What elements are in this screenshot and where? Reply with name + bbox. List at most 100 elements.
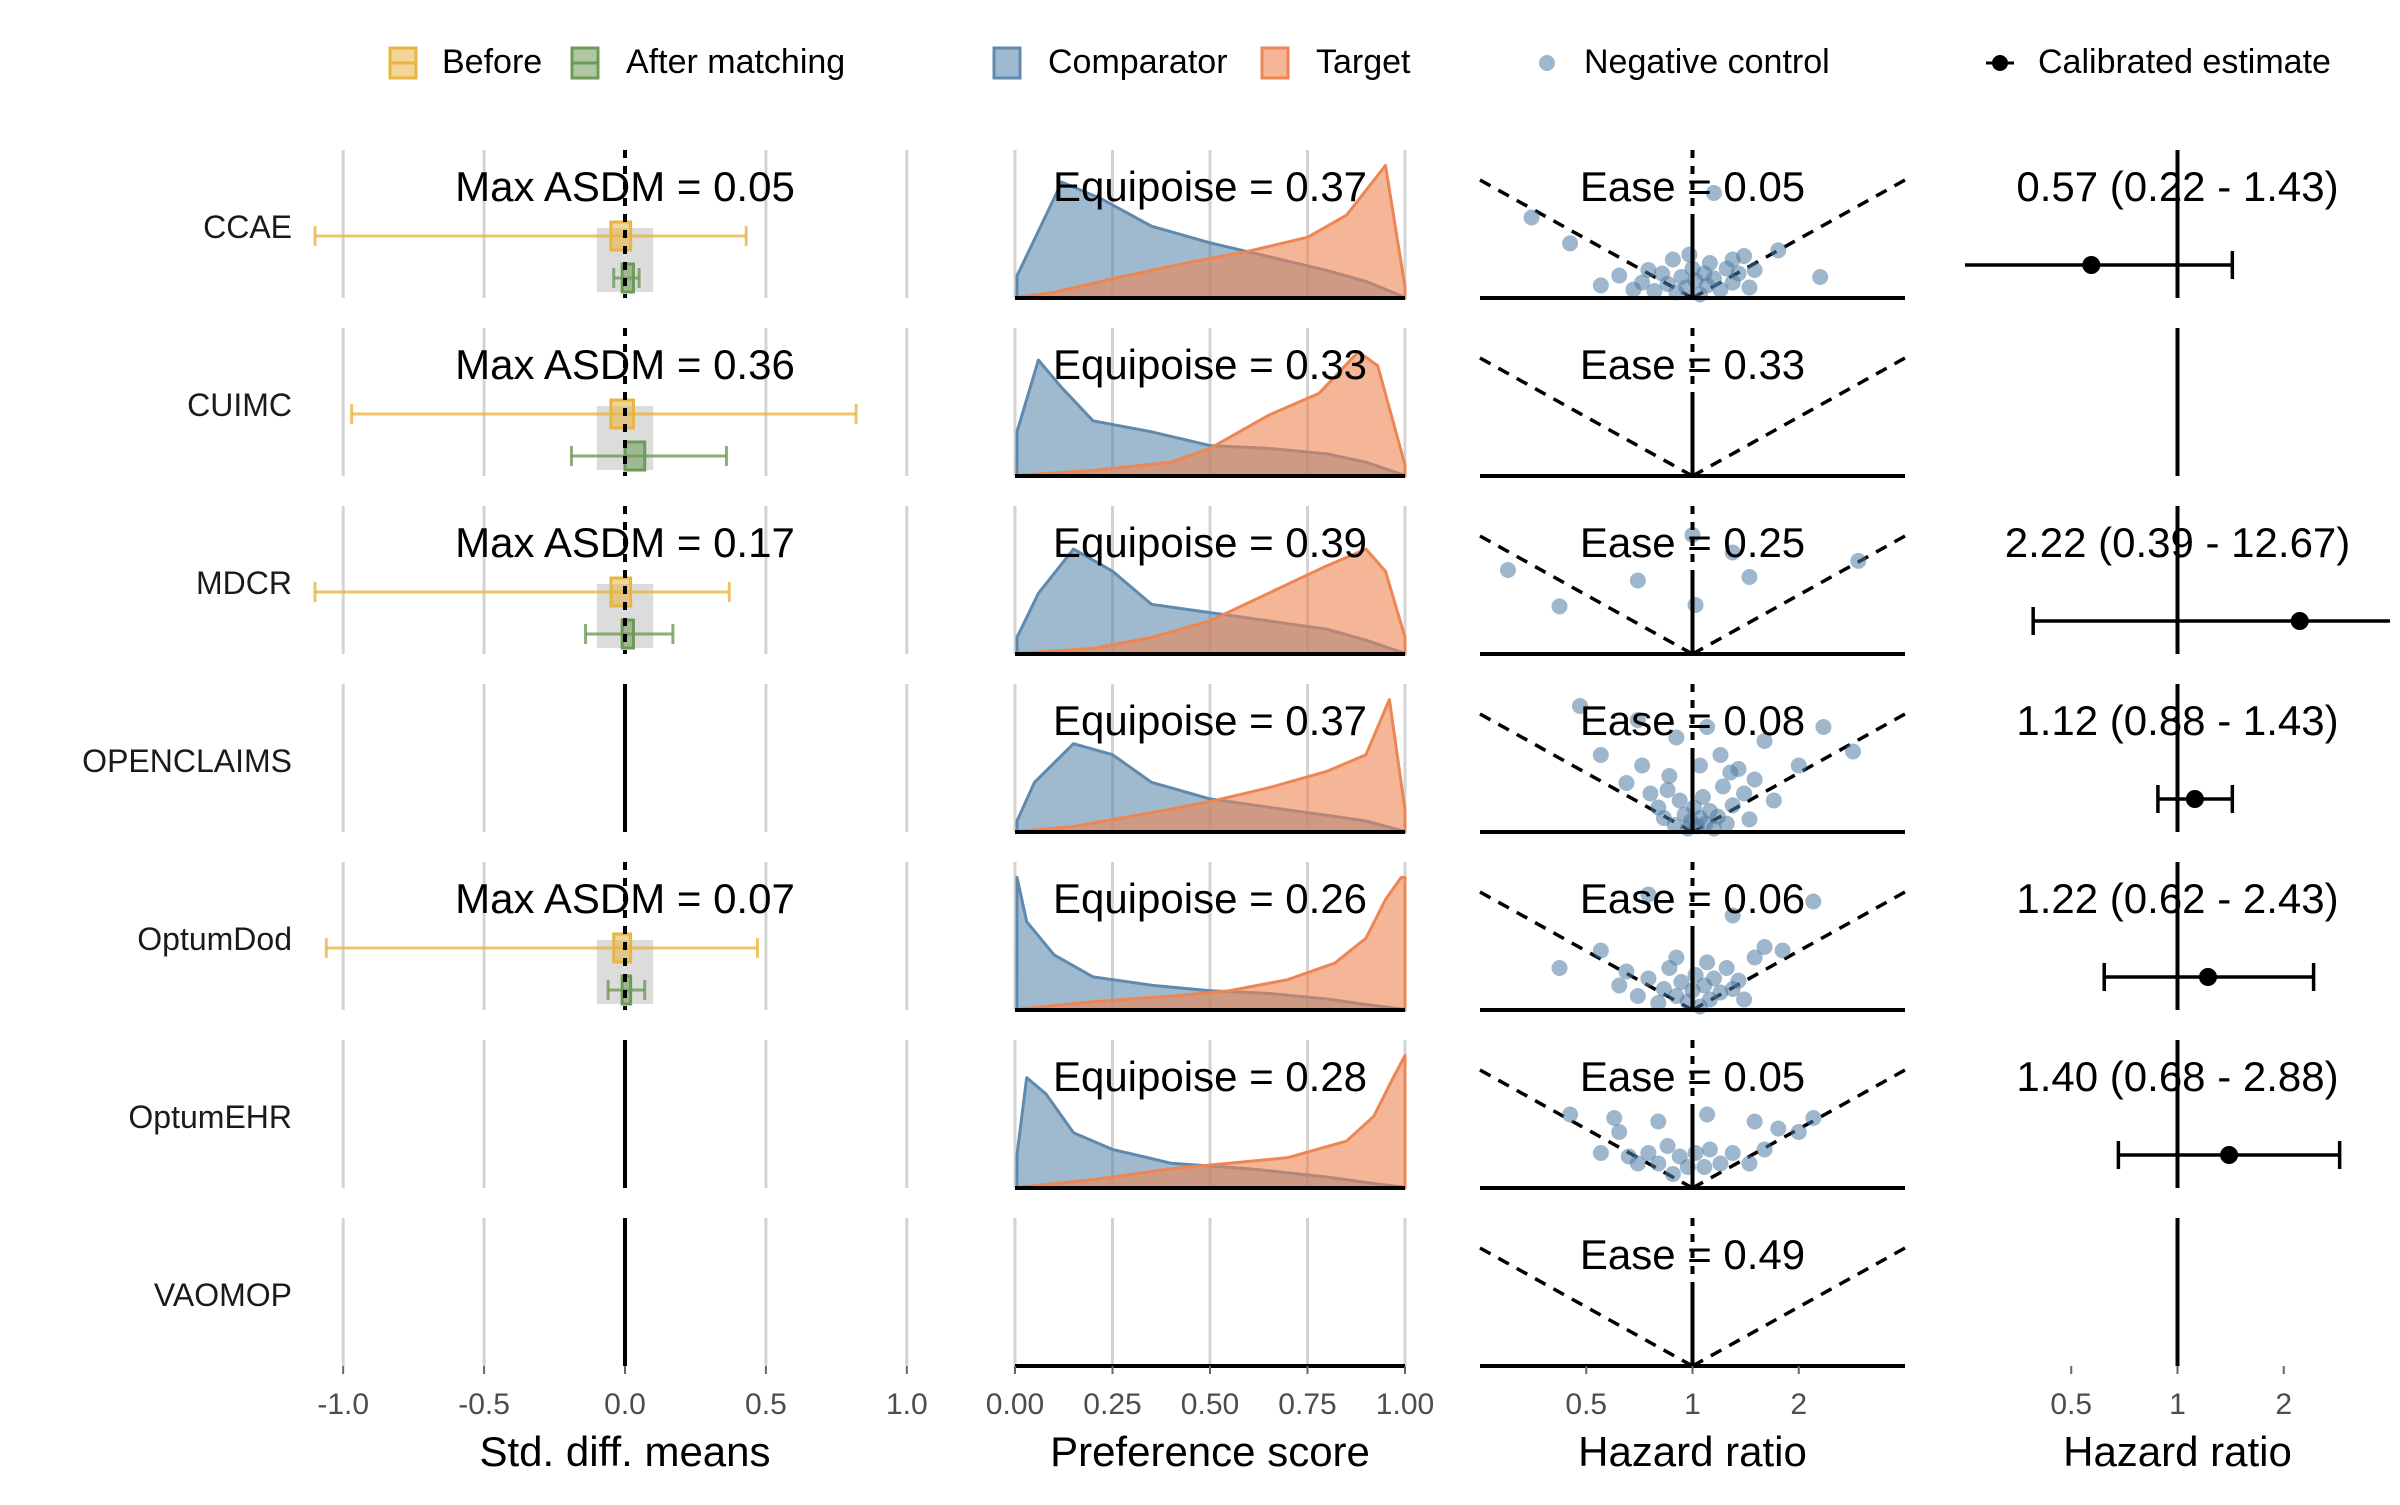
- negative-control-point: [1699, 719, 1716, 735]
- negative-control-point: [1845, 743, 1862, 760]
- negative-control-point: [1673, 974, 1690, 990]
- ps-panel: [1013, 1218, 1407, 1368]
- negative-control-point: [1562, 1106, 1579, 1123]
- tick-label: -1.0: [317, 1388, 369, 1421]
- x-axes: -1.0 -0.5 0.0 0.5 1.0 Std. diff. means 0.00 0.2…: [317, 1366, 2292, 1475]
- negative-control-point: [1705, 185, 1722, 201]
- negative-control-point: [1671, 792, 1688, 809]
- negative-control-point: [1712, 1155, 1729, 1172]
- estimate-label: 1.40 (0.68 - 2.88): [2016, 1053, 2338, 1100]
- negative-control-point: [1790, 1124, 1807, 1140]
- negative-control-point: [1714, 778, 1731, 795]
- row-vaomop: VAOMOP Ease = 0.49: [154, 1218, 2180, 1368]
- ease-label: Ease = 0.06: [1580, 875, 1805, 922]
- legend-comparator: Comparator: [992, 43, 1228, 81]
- negative-control-point: [1687, 1145, 1704, 1161]
- row-label: OptumEHR: [128, 1099, 292, 1135]
- negative-control-point: [1722, 764, 1739, 781]
- negative-control-point: [1640, 886, 1657, 903]
- negative-control-point: [1730, 265, 1747, 282]
- axis-title: Preference score: [1050, 1428, 1370, 1475]
- legend-after-label: After matching: [626, 43, 845, 81]
- negative-control-point: [1741, 811, 1758, 828]
- negative-control-panel: Ease = 0.05: [1479, 1040, 1906, 1190]
- negative-control-point: [1606, 1110, 1623, 1126]
- negative-control-point: [1664, 1166, 1681, 1182]
- negative-control-point: [1699, 1106, 1716, 1123]
- ps-panel: Equipoise = 0.28: [1013, 1040, 1407, 1190]
- estimate-axis: 0.5 1 2 Hazard ratio: [2050, 1366, 2292, 1475]
- negative-control-point: [1629, 572, 1646, 589]
- iqr-box: [620, 618, 635, 650]
- ease-label: Ease = 0.33: [1580, 341, 1805, 388]
- negative-control-point: [1642, 785, 1659, 802]
- row-optumdod: OptumDod Max ASDM = 0.07 Equipoise = 0.26 E…: [137, 862, 2339, 1015]
- negative-control-point: [1592, 277, 1609, 294]
- tick-label: 0.5: [745, 1388, 787, 1421]
- target-density: [1015, 1054, 1407, 1190]
- negative-control-point: [1741, 569, 1758, 585]
- negative-control-point: [1646, 283, 1663, 299]
- axis-title: Hazard ratio: [1578, 1428, 1807, 1475]
- negative-control-point: [1684, 527, 1701, 543]
- negative-control-point: [1746, 771, 1763, 788]
- negative-control-panel: Ease = 0.05: [1479, 150, 1906, 303]
- negative-control-point: [1746, 262, 1763, 278]
- ps-panel: Equipoise = 0.39: [1013, 506, 1407, 656]
- negative-control-point: [1650, 1155, 1667, 1172]
- negative-control-point: [1724, 1145, 1741, 1161]
- before-box: [313, 220, 748, 252]
- target-density: [1015, 350, 1407, 478]
- negative-control-point: [1551, 960, 1568, 976]
- negative-control-point: [1701, 255, 1718, 271]
- negative-control-point: [1499, 562, 1516, 578]
- negative-control-point: [1741, 279, 1758, 296]
- ease-label: Ease = 0.05: [1580, 163, 1805, 210]
- ps-panel: Equipoise = 0.33: [1013, 328, 1407, 478]
- negative-control-panel: Ease = 0.33: [1479, 328, 1906, 478]
- tick-label: -0.5: [458, 1388, 510, 1421]
- legend-before-label: Before: [442, 43, 542, 81]
- estimate-point: [2290, 612, 2309, 630]
- row-ccae: CCAE Max ASDM = 0.05 Equipoise = 0.37 Ease …: [203, 150, 2339, 303]
- negative-control-point: [1770, 242, 1787, 259]
- ease-label: Ease = 0.08: [1580, 697, 1805, 744]
- equipoise-label: Equipoise = 0.37: [1053, 163, 1367, 210]
- negative-control-point: [1699, 954, 1716, 971]
- negative-control-point: [1611, 977, 1628, 994]
- legend-negative-control-label: Negative control: [1584, 43, 1830, 81]
- legend-target: Target: [1260, 43, 1411, 81]
- ps-panel: Equipoise = 0.37: [1013, 684, 1407, 834]
- negative-control-point: [1718, 815, 1735, 832]
- tick-label: 0.50: [1181, 1388, 1239, 1421]
- estimate-label: 1.22 (0.62 - 2.43): [2016, 875, 2338, 922]
- negative-control-point: [1655, 981, 1672, 997]
- negative-control-point: [1696, 1159, 1713, 1175]
- estimate-panel: 2.22 (0.39 - 12.67): [2005, 506, 2390, 654]
- negative-control-point: [1705, 970, 1722, 987]
- iqr-box: [620, 262, 635, 294]
- iqr-box: [623, 440, 647, 472]
- legend-comparator-label: Comparator: [1048, 43, 1228, 81]
- legend: Before After matching Comparator Target …: [388, 43, 2331, 81]
- iqr-box: [612, 932, 633, 964]
- negative-control-point: [1730, 972, 1747, 989]
- balance-panel: Max ASDM = 0.36: [341, 328, 909, 476]
- nc-axis: 0.5 1 2 Hazard ratio: [1565, 1366, 1807, 1475]
- legend-comparator-swatch: [992, 46, 1022, 80]
- equipoise-label: Equipoise = 0.37: [1053, 697, 1367, 744]
- estimate-label: 0.57 (0.22 - 1.43): [2016, 163, 2338, 210]
- negative-control-point: [1640, 970, 1657, 987]
- estimate-panel: 1.22 (0.62 - 2.43): [2016, 862, 2339, 1010]
- negative-control-point: [1718, 960, 1735, 976]
- tick-label: 0.75: [1278, 1388, 1336, 1421]
- negative-control-point: [1812, 269, 1829, 285]
- after-box: [584, 618, 675, 650]
- negative-control-point: [1634, 274, 1651, 291]
- tick-label: 1.00: [1376, 1388, 1434, 1421]
- before-box: [350, 398, 858, 430]
- tick-label: 1: [2169, 1388, 2186, 1421]
- negative-control-point: [1562, 235, 1579, 252]
- equipoise-label: Equipoise = 0.28: [1053, 1053, 1367, 1100]
